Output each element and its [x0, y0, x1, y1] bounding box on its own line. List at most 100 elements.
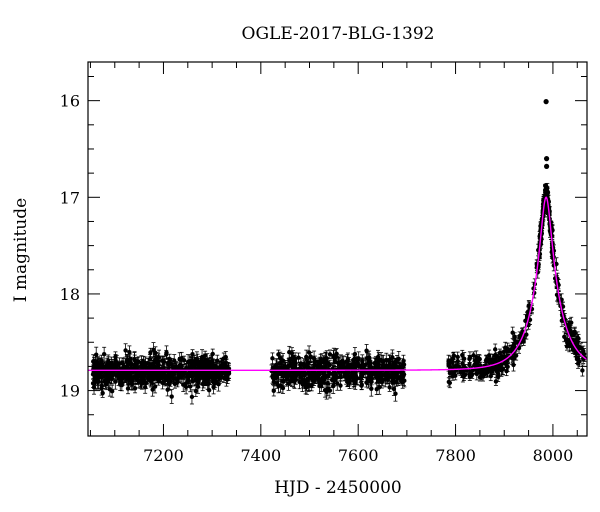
data-point	[182, 368, 187, 379]
data-point	[148, 347, 153, 358]
y-tick-label: 16	[60, 92, 80, 111]
peak-point	[543, 99, 549, 105]
data-point	[510, 326, 515, 339]
data-point	[308, 352, 313, 363]
data-point	[511, 339, 516, 351]
data-point	[270, 368, 275, 384]
data-point	[274, 378, 280, 389]
plot-frame	[87, 61, 588, 437]
peak-point	[544, 189, 551, 196]
y-tick-label: 18	[60, 285, 80, 304]
data-point	[401, 371, 406, 382]
data-point	[500, 362, 506, 375]
data-point	[311, 369, 317, 384]
data-point	[156, 353, 161, 370]
data-point	[298, 371, 303, 383]
data-point	[173, 372, 179, 386]
data-point	[275, 361, 280, 376]
data-point	[331, 350, 336, 364]
data-point	[130, 372, 135, 387]
data-point	[288, 376, 293, 386]
data-point	[394, 355, 400, 364]
data-point	[125, 382, 131, 395]
data-point	[127, 358, 132, 368]
data-point	[203, 361, 208, 375]
data-point	[169, 389, 174, 404]
data-point	[123, 343, 128, 358]
data-points	[90, 99, 587, 405]
data-point	[446, 377, 452, 387]
data-point	[387, 382, 392, 392]
data-point	[494, 366, 500, 377]
data-point	[216, 361, 222, 375]
data-point	[467, 351, 473, 364]
chart-title: OGLE-2017-BLG-1392	[242, 24, 435, 44]
data-point	[183, 379, 189, 395]
x-tick-label: 8000	[533, 446, 574, 465]
data-point	[493, 377, 499, 386]
x-tick-label: 7200	[143, 446, 184, 465]
data-point	[469, 370, 475, 379]
x-axis-label: HJD - 2450000	[274, 478, 402, 498]
data-point	[472, 358, 478, 370]
peak-point	[543, 183, 549, 189]
data-point	[301, 379, 307, 389]
peak-point	[543, 163, 550, 169]
data-point	[132, 383, 138, 394]
data-point	[109, 384, 115, 398]
data-point	[148, 375, 153, 387]
data-point	[206, 383, 212, 397]
y-axis-ticks: 16 17 18 19	[60, 75, 587, 416]
data-point	[136, 356, 141, 367]
data-point	[572, 326, 578, 340]
peak-point	[543, 156, 550, 162]
data-point	[161, 365, 167, 382]
data-point	[324, 350, 329, 367]
data-point	[306, 370, 311, 387]
data-point	[382, 368, 388, 384]
data-point	[118, 376, 124, 386]
data-point	[280, 382, 286, 394]
data-point	[564, 342, 570, 351]
data-point	[511, 358, 516, 372]
y-tick-label: 17	[60, 188, 80, 207]
data-point	[324, 383, 329, 400]
data-point	[189, 389, 195, 405]
x-tick-label: 7800	[435, 446, 476, 465]
data-point	[291, 374, 297, 388]
data-point	[276, 349, 281, 360]
data-point	[270, 352, 275, 365]
plot-area: 7200 7400 7600 7800 8000 16 17 18 19	[60, 61, 588, 465]
data-point	[165, 370, 170, 386]
data-point	[216, 376, 221, 392]
data-point	[393, 385, 398, 402]
data-point	[393, 368, 399, 382]
data-point	[332, 373, 337, 387]
data-point	[193, 360, 198, 370]
data-point	[150, 382, 155, 397]
data-point	[476, 354, 482, 366]
data-point	[580, 364, 585, 377]
data-point	[352, 360, 358, 372]
data-point	[139, 376, 144, 389]
data-point	[101, 346, 107, 362]
y-tick-label: 19	[60, 382, 80, 401]
data-point	[376, 352, 381, 368]
data-point	[164, 345, 169, 360]
x-axis-ticks: 7200 7400 7600 7800 8000	[89, 62, 578, 465]
data-point	[364, 344, 369, 358]
data-point	[326, 370, 331, 380]
data-point	[202, 353, 208, 367]
data-point	[480, 371, 486, 382]
data-point	[113, 373, 118, 390]
data-point	[172, 354, 177, 367]
data-point	[320, 371, 326, 384]
data-point	[200, 376, 205, 392]
data-point	[135, 375, 140, 385]
data-point	[574, 335, 579, 345]
data-point	[167, 357, 172, 368]
data-point	[105, 361, 110, 375]
data-point	[188, 380, 193, 393]
data-point	[298, 357, 304, 370]
